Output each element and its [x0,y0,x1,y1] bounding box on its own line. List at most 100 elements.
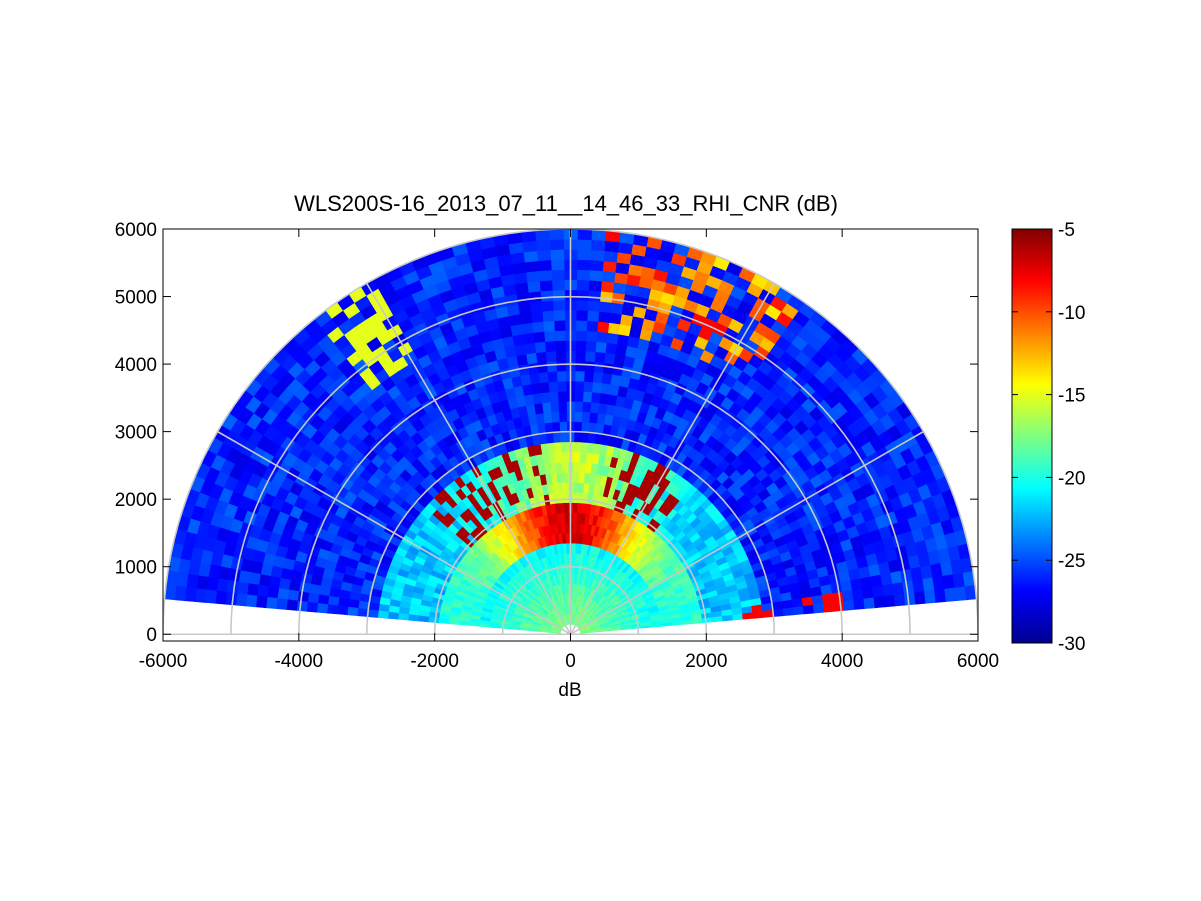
rhi-cell [546,360,557,373]
rhi-cell [316,603,329,614]
rhi-cell [588,411,599,424]
rhi-cell [893,593,906,607]
rhi-cell [599,290,614,303]
rhi-cell [573,411,583,423]
rhi-cell [537,259,552,272]
rhi-cell [559,431,568,443]
rhi-cell [572,502,578,514]
rhi-cell [551,279,565,291]
rhi-cell [873,595,886,609]
rhi-cell [530,310,544,323]
elevation-spoke [217,430,571,635]
rhi-cell [517,302,532,315]
rhi-cell [226,580,239,594]
rhi-cell [556,370,567,382]
rhi-cell [534,229,551,241]
rhi-cell [550,259,565,271]
rhi-cell [554,330,566,342]
x-axis-label: dB [558,680,581,701]
rhi-cell [575,330,587,342]
rhi-cell [545,350,557,363]
rhi-cell [550,411,560,423]
rhi-cell [561,461,569,473]
rhi-cell [578,472,586,484]
rhi-cell [536,249,552,262]
rhi-cell [584,350,596,363]
rhi-cell [526,280,541,293]
rhi-cell [194,588,207,603]
rhi-cell [555,350,567,362]
rhi-cell [851,587,865,601]
rhi-cell [575,309,588,321]
rhi-cell [256,584,269,598]
colorbar-ticks: -5 -10 -15 -20 -25 -30 [1012,220,1085,655]
rhi-cell [589,401,600,414]
rhi-cell [594,351,606,364]
rhi-cell [561,471,569,483]
rhi-cell [276,587,290,601]
rhi-cell [576,248,592,261]
rhi-cell [327,595,340,607]
rhi-cell [535,351,547,364]
y-tick-label: 6000 [115,220,157,241]
colorbar-tick-label: -5 [1058,220,1075,241]
elevation-spoke [569,282,775,635]
rhi-cell [571,532,577,544]
x-tick-label: 6000 [957,651,999,672]
colorbar-tick-label: -15 [1058,386,1085,407]
rhi-cell [934,588,947,603]
rhi-cell [586,320,599,332]
rhi-cell [611,363,624,377]
rhi-cell [529,300,543,313]
rhi-cell [831,591,844,603]
rhi-cell [600,280,615,293]
rhi-cell [538,269,553,282]
rhi-cell [547,380,559,393]
rhi-cell [608,312,622,325]
rhi-cell [558,421,568,433]
colorbar-tick-label: -20 [1058,468,1085,489]
rhi-cell [573,421,583,433]
rhi-cell [326,604,339,615]
rhi-cell [307,592,320,604]
rhi-cell [924,589,937,604]
rhi-cell [576,269,591,281]
rhi-cell [296,600,308,612]
colorbar-tick-label: -30 [1058,634,1085,655]
rhi-cell [883,594,896,608]
rhi-cell [611,292,626,305]
y-tick-label: 4000 [115,355,157,376]
rhi-cell [607,322,621,335]
colorbar-tick-label: -25 [1058,551,1085,572]
rhi-cells [164,229,977,634]
y-tick-label: 5000 [115,288,157,309]
x-tick-label: -4000 [275,651,324,672]
rhi-cell [298,581,311,594]
rhi-cell [582,380,594,393]
rhi-cell [548,391,559,403]
rhi-cell [613,353,626,367]
x-tick-label: 4000 [821,651,863,672]
rhi-cell [540,300,554,312]
rhi-cell [275,598,288,610]
x-tick-label: -6000 [139,651,188,672]
rhi-cell [542,320,555,332]
rhi-cell [892,581,905,596]
rhi-cell [265,596,278,609]
rhi-cell [574,380,585,392]
rhi-cell [579,441,588,453]
rhi-cell [597,402,608,415]
rhi-cell [235,593,248,607]
rhi-cell [581,411,591,423]
rhi-cell [536,361,548,374]
rhi-cell [573,431,582,443]
rhi-cell [614,343,628,357]
rhi-cell [288,579,301,592]
rhi-cell [812,603,825,614]
rhi-cell [573,451,581,463]
rhi-cell [572,461,580,473]
rhi-cell [519,312,533,325]
rhi-cell [585,330,598,342]
rhi-cell [560,451,568,463]
rhi-cell [853,598,866,610]
